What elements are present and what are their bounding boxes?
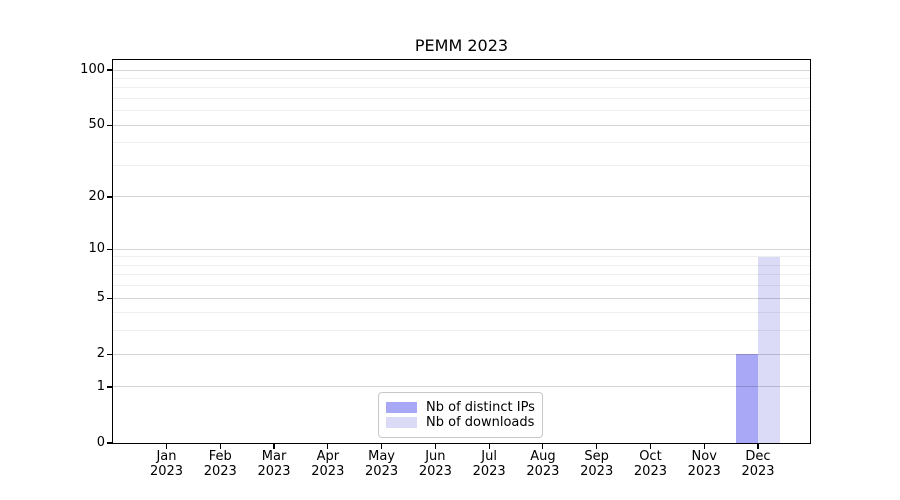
major-gridline xyxy=(113,69,810,71)
minor-gridline xyxy=(113,256,810,258)
x-tick-month: Oct xyxy=(639,448,662,464)
x-tick-label: Aug 2023 xyxy=(511,449,575,481)
minor-gridline xyxy=(113,330,810,332)
y-tick-label: 5 xyxy=(96,290,105,306)
legend: Nb of distinct IPs Nb of downloads xyxy=(378,391,543,438)
x-tick-year: 2023 xyxy=(526,464,560,480)
legend-row: Nb of downloads xyxy=(386,415,535,430)
y-tick-label: 50 xyxy=(88,117,105,133)
x-tick-mark xyxy=(273,444,275,449)
x-tick-label: Oct 2023 xyxy=(618,449,682,481)
minor-gridline xyxy=(113,285,810,287)
plot-area xyxy=(113,60,810,443)
x-tick-mark xyxy=(327,444,329,449)
major-gridline xyxy=(113,124,810,126)
x-tick-month: Dec xyxy=(745,448,771,464)
x-tick-mark xyxy=(434,444,436,449)
y-tick-mark xyxy=(106,353,112,355)
x-tick-month: Apr xyxy=(316,448,340,464)
x-tick-year: 2023 xyxy=(149,464,184,480)
x-tick-label: Jul 2023 xyxy=(457,449,521,481)
minor-gridline xyxy=(113,77,810,79)
y-tick-mark xyxy=(106,442,112,444)
x-tick-month: Mar xyxy=(261,448,287,464)
x-tick-label: Sep 2023 xyxy=(565,449,629,481)
x-tick-month: Aug xyxy=(530,448,556,464)
y-tick-mark xyxy=(106,297,112,299)
x-tick-mark xyxy=(380,444,383,449)
y-tick-label: 1 xyxy=(96,378,105,394)
x-tick-label: Nov 2023 xyxy=(672,449,736,481)
y-tick-mark xyxy=(106,248,112,250)
x-tick-month: Jan xyxy=(156,448,177,464)
x-tick-month: Nov xyxy=(691,448,717,464)
y-tick-mark xyxy=(106,386,112,388)
y-tick-mark xyxy=(106,69,112,71)
bar-distinct-ips xyxy=(736,354,758,443)
x-tick-month: Jun xyxy=(425,448,446,464)
x-tick-year: 2023 xyxy=(203,464,237,480)
minor-gridline xyxy=(113,274,810,276)
x-tick-month: May xyxy=(368,448,396,464)
minor-gridline xyxy=(113,264,810,266)
legend-swatch-icon xyxy=(386,416,417,428)
x-tick-label: Feb 2023 xyxy=(188,449,252,481)
x-tick-label: Jan 2023 xyxy=(135,449,199,481)
x-tick-year: 2023 xyxy=(633,464,667,480)
y-tick-label: 0 xyxy=(96,435,105,450)
legend-row: Nb of distinct IPs xyxy=(386,400,535,415)
x-tick-label: Apr 2023 xyxy=(296,449,360,481)
x-tick-year: 2023 xyxy=(687,464,721,480)
y-tick-label: 2 xyxy=(96,346,105,362)
x-tick-mark xyxy=(596,444,598,449)
x-tick-month: Sep xyxy=(584,448,609,464)
x-tick-year: 2023 xyxy=(741,464,775,480)
chart-title: PEMM 2023 xyxy=(414,36,509,55)
y-tick-label: 10 xyxy=(88,241,105,257)
major-gridline xyxy=(113,353,810,355)
x-tick-label: Mar 2023 xyxy=(242,449,306,481)
major-gridline xyxy=(113,297,810,299)
y-tick-label: 100 xyxy=(80,62,105,77)
x-tick-mark xyxy=(219,444,221,449)
bar-downloads xyxy=(758,256,780,443)
minor-gridline xyxy=(113,97,810,99)
minor-gridline xyxy=(113,164,810,166)
y-tick-mark xyxy=(106,124,112,126)
x-tick-label: May 2023 xyxy=(350,449,414,481)
x-tick-label: Jun 2023 xyxy=(403,449,467,481)
x-tick-label: Dec 2023 xyxy=(726,449,790,481)
x-tick-year: 2023 xyxy=(257,464,291,480)
y-tick-mark xyxy=(106,196,112,198)
x-tick-mark xyxy=(703,444,705,449)
minor-gridline xyxy=(113,110,810,112)
major-gridline xyxy=(113,196,810,198)
y-tick-label: 20 xyxy=(88,188,105,204)
x-tick-mark xyxy=(542,444,544,449)
x-tick-year: 2023 xyxy=(418,464,452,480)
minor-gridline xyxy=(113,312,810,314)
x-tick-mark xyxy=(165,444,168,449)
x-tick-mark xyxy=(649,444,652,449)
x-tick-mark xyxy=(757,444,759,449)
x-tick-month: Feb xyxy=(208,448,232,464)
major-gridline xyxy=(113,248,810,250)
legend-label: Nb of downloads xyxy=(426,414,535,430)
legend-label: Nb of distinct IPs xyxy=(426,399,535,415)
x-tick-month: Jul xyxy=(481,448,497,464)
x-tick-year: 2023 xyxy=(580,464,614,480)
x-tick-year: 2023 xyxy=(311,464,345,480)
minor-gridline xyxy=(113,142,810,144)
major-gridline xyxy=(113,386,810,388)
x-tick-mark xyxy=(488,444,490,449)
minor-gridline xyxy=(113,87,810,89)
legend-swatch-icon xyxy=(386,401,417,413)
x-tick-year: 2023 xyxy=(365,464,399,480)
x-tick-year: 2023 xyxy=(472,464,506,480)
